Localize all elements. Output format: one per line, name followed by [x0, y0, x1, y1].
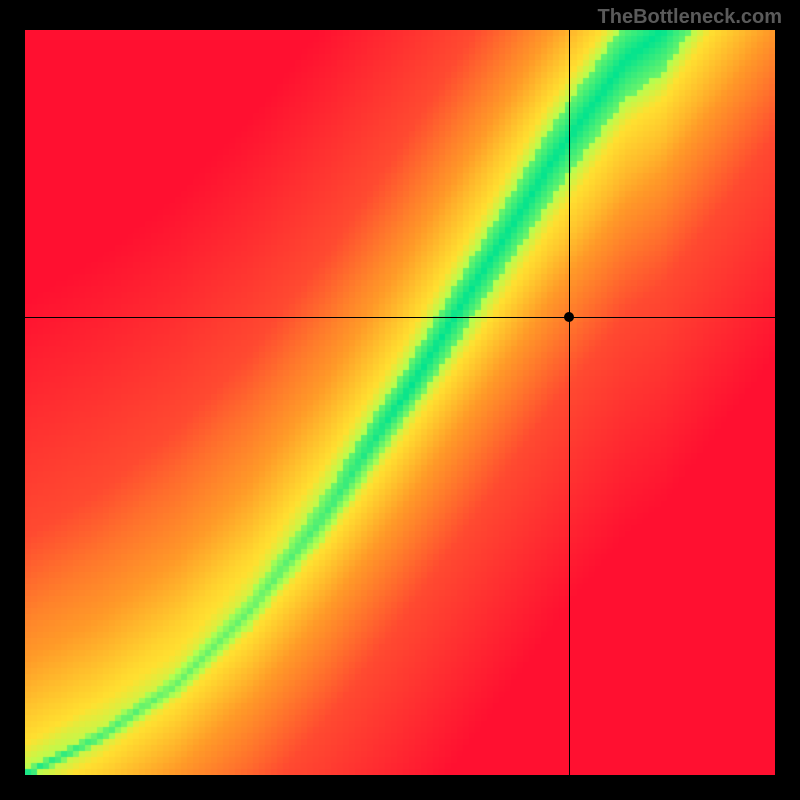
crosshair-vertical: [569, 30, 570, 775]
marker-dot: [564, 312, 574, 322]
heatmap-canvas-wrap: [25, 30, 775, 775]
heatmap-canvas: [25, 30, 775, 775]
heatmap-plot: [25, 30, 775, 775]
crosshair-horizontal: [25, 317, 775, 318]
watermark-text: TheBottleneck.com: [598, 6, 782, 29]
